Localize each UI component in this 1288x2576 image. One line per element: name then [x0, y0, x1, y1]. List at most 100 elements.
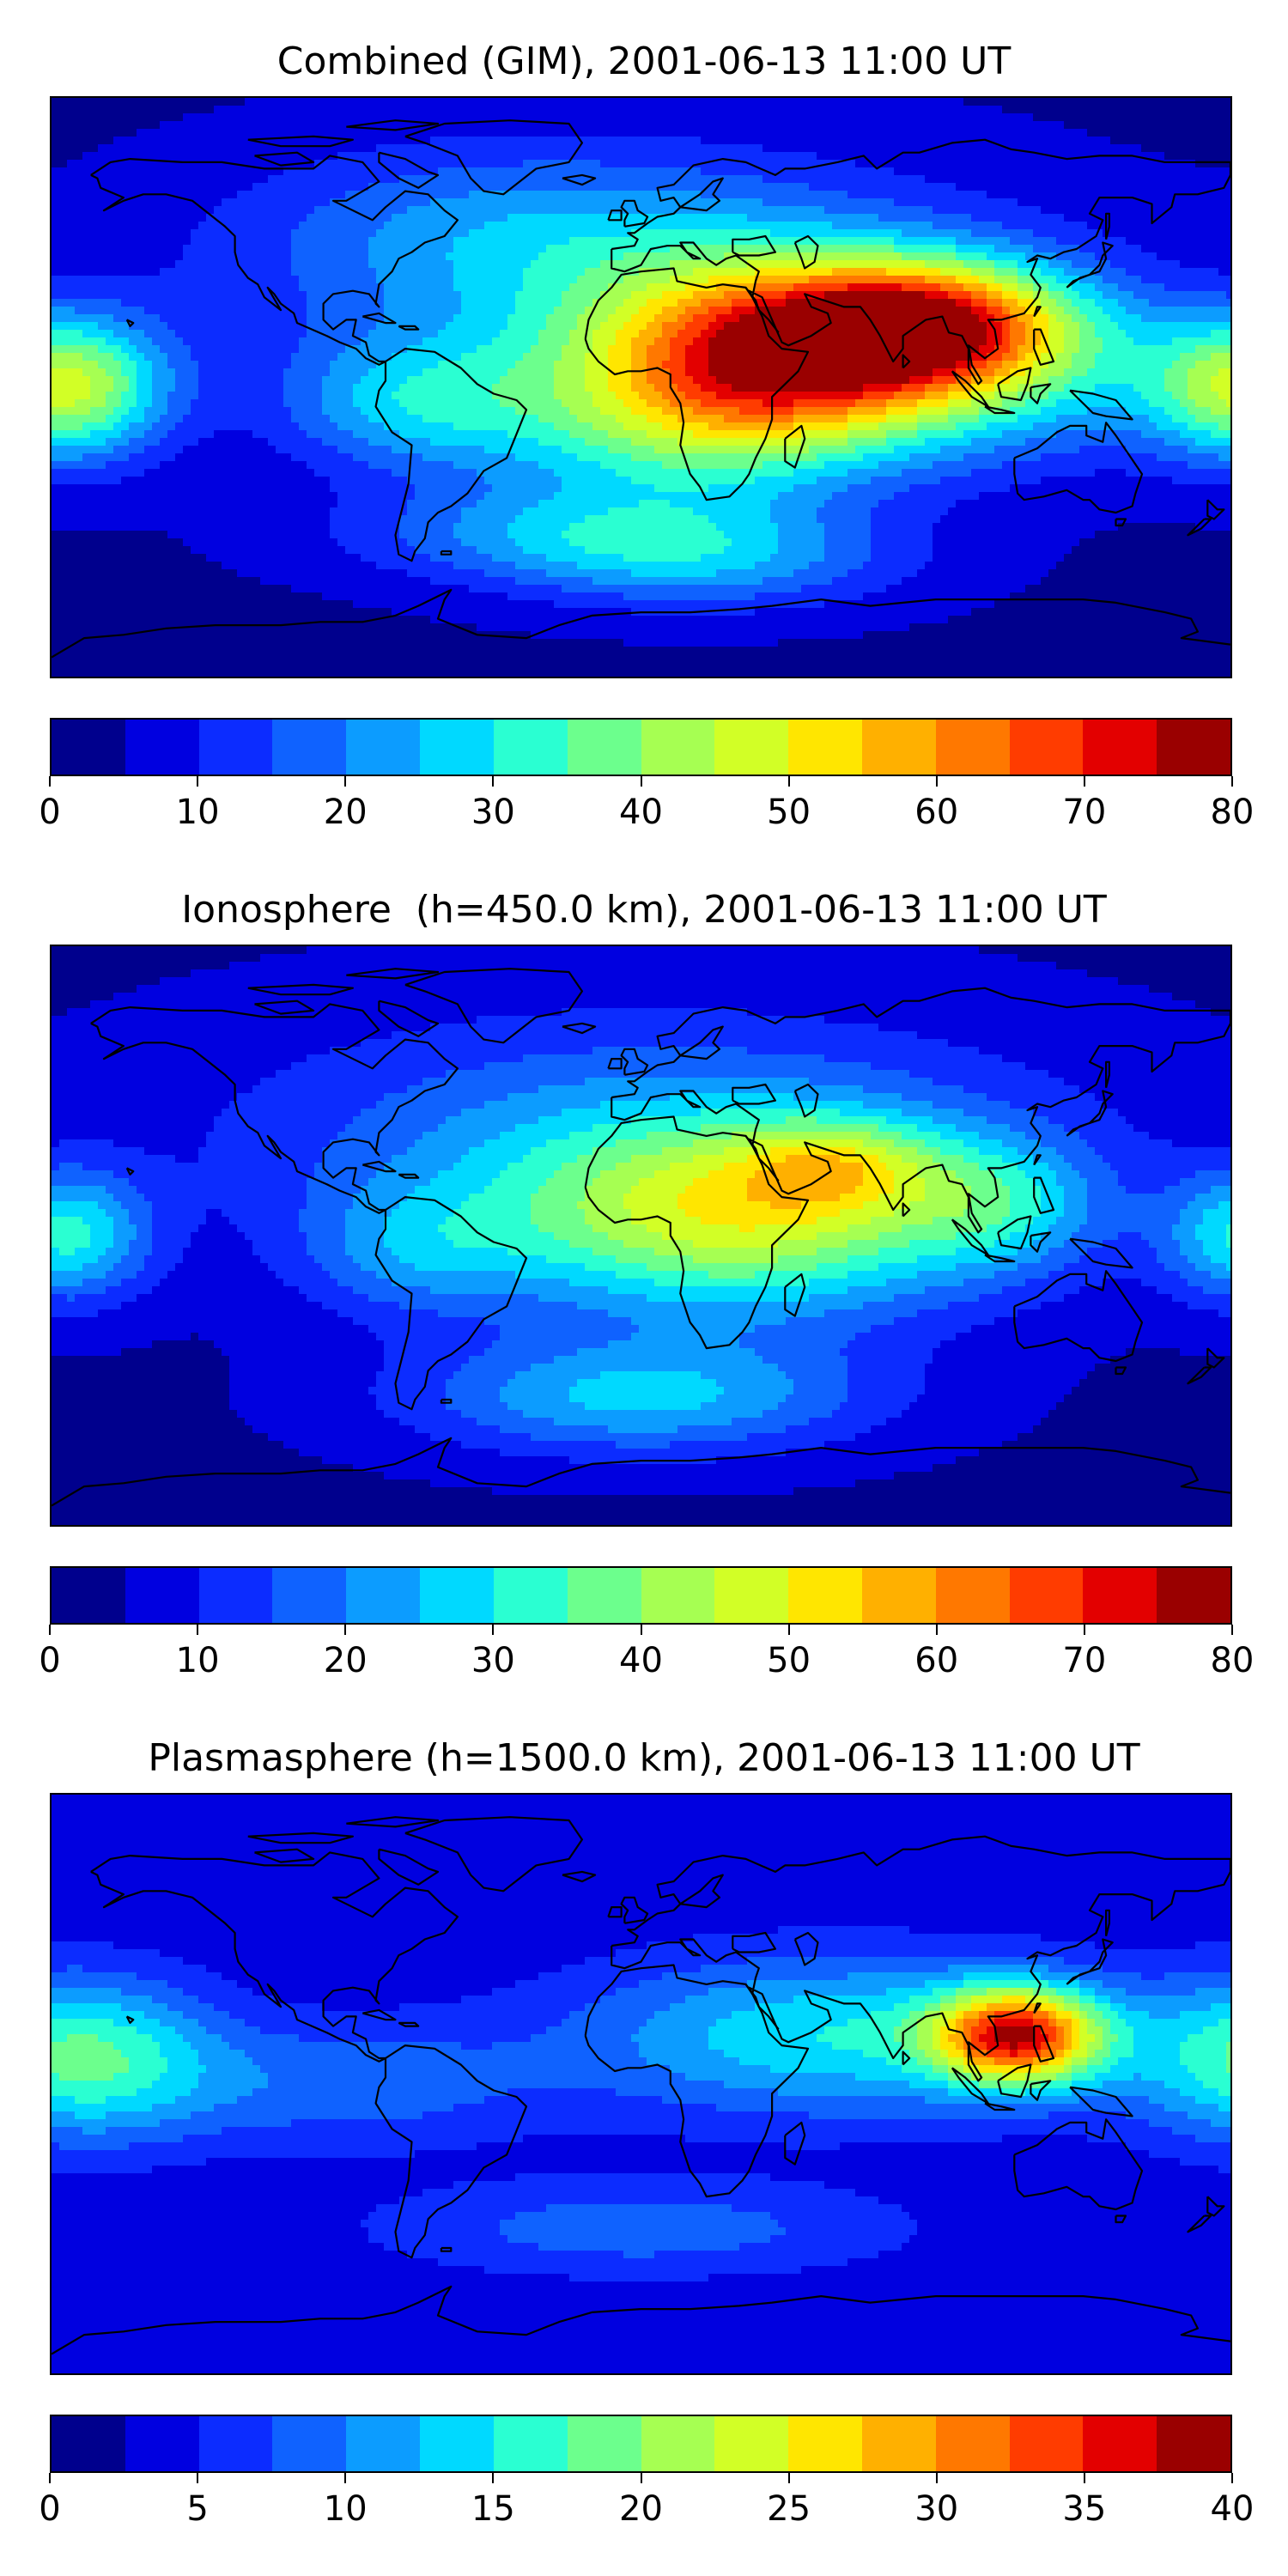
coastline	[793, 234, 819, 270]
colorbar-bin	[1157, 1568, 1230, 1623]
coastline	[607, 1058, 623, 1070]
colorbar-tick	[1083, 1625, 1085, 1635]
colorbar-bin	[125, 1568, 199, 1623]
coastline	[1069, 2086, 1133, 2117]
colorbar-tick	[492, 776, 495, 787]
colorbar-bin	[567, 720, 641, 775]
coastline	[902, 1202, 911, 1218]
colorbar-bin	[788, 720, 862, 775]
colorbar-bin	[420, 720, 494, 775]
colorbar-tick	[49, 1625, 51, 1635]
coastline	[744, 1984, 780, 2030]
colorbar-bin	[52, 1568, 125, 1623]
coastline	[793, 1931, 819, 1966]
coastline	[1206, 1347, 1225, 1369]
colorbar-bin	[1083, 2416, 1157, 2471]
colorbar-tick-label: 40	[1211, 2492, 1255, 2526]
coastline	[52, 588, 1230, 659]
colorbar-tick-label: 0	[39, 1643, 60, 1678]
coastline	[1033, 328, 1055, 366]
colorbar-tick	[344, 2473, 347, 2483]
coastline	[1104, 1909, 1111, 1937]
colorbar-tick	[640, 776, 642, 787]
colorbar-tick-label: 30	[914, 2492, 958, 2526]
colorbar-bin	[1083, 720, 1157, 775]
colorbar-bin	[420, 1568, 494, 1623]
colorbar-bin	[493, 720, 568, 775]
ionosphere-colorbar-ticks: 0 10 20 30 40 50 60 70 80	[39, 1625, 1254, 1678]
coastline	[440, 2246, 453, 2252]
colorbar-tick	[197, 1625, 199, 1635]
colorbar-bin	[1157, 720, 1230, 775]
coastline	[584, 1964, 810, 2198]
coastline	[1115, 518, 1127, 527]
coastline	[374, 1196, 528, 1411]
coastline	[404, 1816, 584, 1893]
colorbar-bin	[567, 1568, 641, 1623]
colorbar-tick-label: 35	[1062, 2492, 1106, 2526]
coastline	[90, 1003, 459, 1214]
colorbar-tick	[197, 2473, 199, 2483]
coastline	[607, 1906, 623, 1918]
coastline	[1030, 2080, 1052, 2101]
coastline	[784, 2121, 806, 2166]
coastline	[362, 2008, 397, 2021]
coastline	[440, 550, 453, 556]
coastline	[378, 999, 440, 1037]
coastline	[1104, 212, 1111, 240]
coastline	[378, 1848, 440, 1886]
colorbar-bin	[567, 2416, 641, 2471]
colorbar-tick-label: 20	[619, 2492, 663, 2526]
colorbar-tick	[492, 1625, 495, 1635]
coastline	[362, 1160, 397, 1173]
coastline	[793, 1083, 819, 1118]
colorbar-tick-label: 80	[1211, 795, 1255, 829]
coastline	[1030, 383, 1052, 404]
colorbar-bin	[788, 2416, 862, 2471]
colorbar-bin	[346, 720, 421, 775]
colorbar-bin	[641, 720, 715, 775]
colorbar-tick-label: 50	[767, 1643, 811, 1678]
coastline	[744, 287, 780, 333]
colorbar-bin	[198, 1568, 273, 1623]
colorbar-tick	[935, 2473, 938, 2483]
coastline	[1033, 1176, 1055, 1214]
coastline	[440, 1398, 453, 1404]
coastline	[1187, 1366, 1212, 1385]
coastline	[611, 987, 1230, 1234]
coastline	[997, 367, 1032, 402]
coastline	[125, 1167, 135, 1176]
coastline	[398, 1173, 420, 1179]
colorbar-tick	[1083, 2473, 1085, 2483]
colorbar-tick	[197, 776, 199, 787]
coastline	[90, 155, 459, 366]
coastline	[404, 968, 584, 1044]
colorbar-bin	[52, 720, 125, 775]
colorbar-tick	[344, 776, 347, 787]
colorbar-bin	[861, 1568, 936, 1623]
colorbar-tick-label: 5	[186, 2492, 208, 2526]
colorbar-tick-label: 50	[767, 795, 811, 829]
coastline	[1206, 499, 1225, 520]
coastline	[611, 138, 1230, 386]
coastlines	[52, 968, 1230, 1507]
coastline	[784, 1273, 806, 1317]
ionosphere-colorbar	[50, 1566, 1232, 1625]
colorbar-tick	[1083, 776, 1085, 787]
coastline	[732, 234, 777, 257]
tec-field-plot	[52, 1795, 1230, 2373]
colorbar-bin	[198, 720, 273, 775]
colorbar-bin	[125, 720, 199, 775]
coastline	[620, 199, 649, 228]
combined-colorbar-ticks: 0 10 20 30 40 50 60 70 80	[39, 776, 1254, 829]
colorbar-bin	[1009, 2416, 1084, 2471]
colorbar-tick	[492, 2473, 495, 2483]
colorbar-bin	[1083, 1568, 1157, 1623]
colorbar-bin	[272, 720, 347, 775]
coastline	[1115, 2215, 1127, 2224]
colorbar-tick-label: 80	[1211, 1643, 1255, 1678]
colorbar-tick-label: 40	[619, 1643, 663, 1678]
combined-map-title: Combined (GIM), 2001-06-13 11:00 UT	[0, 39, 1288, 84]
coastline	[1069, 1237, 1133, 1269]
colorbar-bin	[714, 2416, 789, 2471]
